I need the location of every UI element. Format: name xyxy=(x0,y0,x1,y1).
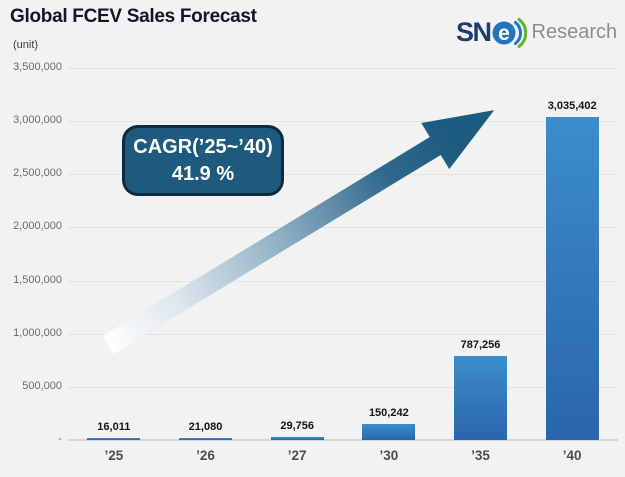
gridline xyxy=(68,333,618,335)
x-axis-tick-label: ’30 xyxy=(379,448,399,463)
gridline xyxy=(68,386,618,388)
bar-value-label: 787,256 xyxy=(460,339,501,351)
y-axis-tick-label: 1,500,000 xyxy=(13,273,62,286)
sne-research-logo: SN e Research xyxy=(456,13,617,51)
bar-35 xyxy=(454,356,507,440)
gridline xyxy=(68,174,618,176)
bar-30 xyxy=(362,424,416,440)
bar-27 xyxy=(270,437,324,440)
y-axis-tick-label: 2,000,000 xyxy=(13,220,62,233)
logo-sn-text: SN xyxy=(456,17,492,47)
gridline xyxy=(68,280,618,282)
bar-value-label: 3,035,402 xyxy=(547,100,597,112)
x-axis-tick-label: ’26 xyxy=(196,448,215,463)
bar-40 xyxy=(545,117,599,440)
x-axis-line xyxy=(68,439,618,441)
logo-research-text: Research xyxy=(531,21,618,43)
gridline xyxy=(68,227,618,229)
gridline xyxy=(68,121,618,123)
x-axis-tick-label: ’27 xyxy=(287,448,307,463)
unit-label: (unit) xyxy=(13,39,39,51)
bar-value-label: 21,080 xyxy=(188,421,223,433)
svg-text:e: e xyxy=(498,22,510,45)
y-axis-tick-label: 2,500,000 xyxy=(13,167,62,180)
bar-value-label: 150,242 xyxy=(368,407,409,419)
logo-e-swoosh-icon: e xyxy=(491,13,529,51)
bar-26 xyxy=(179,438,232,440)
x-axis-tick-label: ’40 xyxy=(562,448,582,463)
bar-value-label: 29,756 xyxy=(280,420,314,432)
bar-25 xyxy=(87,438,141,440)
chart-title: Global FCEV Sales Forecast xyxy=(10,6,257,27)
cagr-annotation-line1: CAGR(’25~’40) xyxy=(133,135,273,158)
y-axis-tick-label: 1,000,000 xyxy=(13,326,62,339)
bar-value-label: 16,011 xyxy=(97,421,131,433)
cagr-annotation-line2: 41.9 % xyxy=(171,162,235,185)
x-axis-tick-label: ’35 xyxy=(471,448,490,463)
gridline xyxy=(68,68,618,69)
y-axis-tick-label: 500,000 xyxy=(22,379,62,392)
y-axis-tick-label: - xyxy=(58,433,62,445)
x-axis-tick-label: ’25 xyxy=(104,448,124,463)
y-axis-tick-label: 3,500,000 xyxy=(13,61,62,73)
y-axis-tick-label: 3,000,000 xyxy=(13,114,62,127)
cagr-annotation-box: CAGR(’25~’40) 41.9 % xyxy=(122,125,284,196)
